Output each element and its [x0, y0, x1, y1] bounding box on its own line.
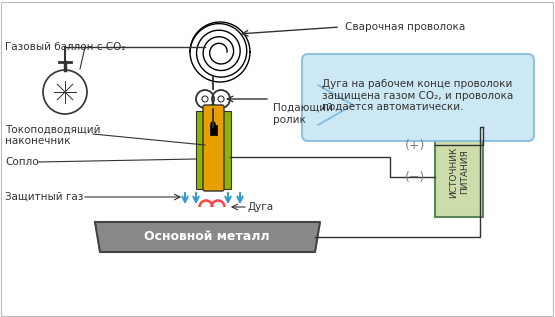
FancyBboxPatch shape — [435, 127, 483, 217]
Text: Защитный газ: Защитный газ — [5, 192, 83, 202]
FancyBboxPatch shape — [203, 105, 224, 191]
Text: Дуга: Дуга — [248, 202, 274, 212]
Text: (−): (−) — [405, 171, 425, 184]
Polygon shape — [95, 222, 320, 252]
Text: Газовый баллон с CO₂: Газовый баллон с CO₂ — [5, 42, 125, 52]
Text: Основной металл: Основной металл — [144, 230, 270, 243]
Circle shape — [43, 70, 87, 114]
Text: Сопло: Сопло — [5, 157, 39, 167]
Text: ИСТОЧНИК
ПИТАНИЯ: ИСТОЧНИК ПИТАНИЯ — [450, 146, 469, 198]
Text: Токоподводящий
наконечник: Токоподводящий наконечник — [5, 124, 100, 146]
Circle shape — [211, 122, 215, 126]
Bar — [210, 125, 217, 135]
Text: Подающий
ролик: Подающий ролик — [273, 103, 333, 125]
Text: Дуга на рабочем конце проволоки
защищена газом CO₂, и проволока
подается автомат: Дуга на рабочем конце проволоки защищена… — [322, 79, 513, 112]
Bar — [222, 111, 231, 189]
FancyBboxPatch shape — [302, 54, 534, 141]
Text: (+): (+) — [405, 139, 425, 152]
Polygon shape — [318, 85, 353, 125]
Bar — [196, 111, 205, 189]
Text: Сварочная проволока: Сварочная проволока — [345, 22, 465, 32]
